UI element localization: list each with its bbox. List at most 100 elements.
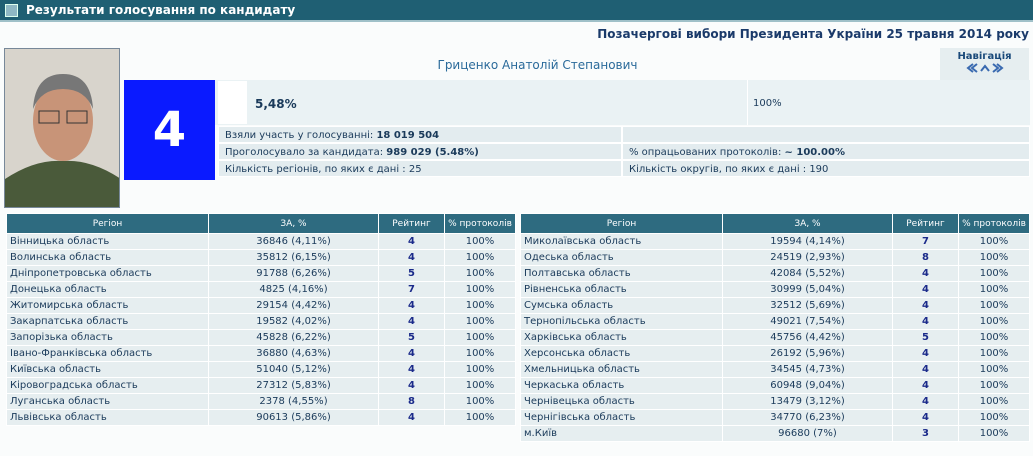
table-cell: 34770 (6,23%): [722, 409, 893, 426]
table-cell: 100%: [958, 281, 1030, 298]
table-cell: 13479 (3,12%): [722, 393, 893, 410]
table-cell: 4: [378, 249, 445, 266]
header-bar: Результати голосування по кандидату: [0, 0, 1033, 22]
value: 989 029 (5.48%): [386, 147, 479, 158]
column-header: % протоколів: [958, 213, 1030, 234]
table-cell: 4825 (4,16%): [208, 281, 379, 298]
table-cell: 4: [378, 297, 445, 314]
table-cell: 4: [378, 233, 445, 250]
table-cell: Київська область: [6, 361, 209, 378]
table-cell: Кіровоградська область: [6, 377, 209, 394]
table-cell: Дніпропетровська область: [6, 265, 209, 282]
table-cell: Волинська область: [6, 249, 209, 266]
label: Проголосувало за кандидата:: [225, 147, 384, 158]
election-title: Позачергові вибори Президента України 25…: [597, 27, 1029, 41]
table-row: Харківська область 45756 (4,42%) 5 100%: [520, 329, 1030, 346]
table-row: Львівська область 90613 (5,86%) 4 100%: [6, 409, 516, 426]
table-row: Чернігівська область 34770 (6,23%) 4 100%: [520, 409, 1030, 426]
table-cell: 100%: [958, 329, 1030, 346]
table-cell: 4: [378, 377, 445, 394]
navigation-arrows[interactable]: [965, 62, 1005, 74]
table-cell: 2378 (4,55%): [208, 393, 379, 410]
table-row: Івано-Франківська область 36880 (4,63%) 4 1…: [6, 345, 516, 362]
table-cell: 32512 (5,69%): [722, 297, 893, 314]
column-header: % протоколів: [444, 213, 516, 234]
table-cell: 100%: [444, 313, 516, 330]
table-cell: Луганська область: [6, 393, 209, 410]
table-cell: 51040 (5,12%): [208, 361, 379, 378]
value: ~ 100.00%: [784, 147, 845, 158]
header-title: Результати голосування по кандидату: [26, 3, 296, 17]
empty-cell: [622, 126, 1030, 143]
table-cell: Сумська область: [520, 297, 723, 314]
regions: Кількість регіонів, по яких є дані : 25: [218, 160, 622, 177]
processed-percent: 100%: [753, 98, 782, 109]
column-header: Рейтинг: [892, 213, 959, 234]
table-cell: 26192 (5,96%): [722, 345, 893, 362]
table-cell: 4: [892, 377, 959, 394]
table-cell: 4: [378, 361, 445, 378]
table-cell: 34545 (4,73%): [722, 361, 893, 378]
table-cell: 100%: [444, 297, 516, 314]
table-row: Дніпропетровська область 91788 (6,26%) 5 10…: [6, 265, 516, 282]
table-row: Вінницька область 36846 (4,11%) 4 100%: [6, 233, 516, 250]
table-cell: 3: [892, 425, 959, 442]
table-cell: 100%: [958, 233, 1030, 250]
table-cell: 24519 (2,93%): [722, 249, 893, 266]
header-icon: [5, 4, 18, 17]
table-row: Миколаївська область 19594 (4,14%) 7 100%: [520, 233, 1030, 250]
table-cell: 100%: [958, 409, 1030, 426]
table-cell: 4: [892, 345, 959, 362]
left-table: Регіон ЗА, % Рейтинг% протоколів Вінницька …: [6, 213, 516, 426]
table-row: Київська область 51040 (5,12%) 4 100%: [6, 361, 516, 378]
table-cell: Херсонська область: [520, 345, 723, 362]
table-row: Хмельницька область 34545 (4,73%) 4 100%: [520, 361, 1030, 378]
table-cell: Хмельницька область: [520, 361, 723, 378]
candidate-percent: 5,48%: [255, 97, 297, 111]
table-row: Полтавська область 42084 (5,52%) 4 100%: [520, 265, 1030, 282]
table-row: Донецька область 4825 (4,16%) 7 100%: [6, 281, 516, 298]
table-cell: 4: [378, 313, 445, 330]
table-cell: 100%: [444, 393, 516, 410]
table-cell: 5: [378, 329, 445, 346]
progress-panel: 5,48% 100%: [215, 80, 1030, 125]
label: % опрацьованих протоколів:: [629, 147, 782, 158]
table-cell: 7: [892, 233, 959, 250]
table-cell: 4: [892, 361, 959, 378]
header-row: Регіон ЗА, % Рейтинг% протоколів: [6, 213, 516, 234]
table-cell: 100%: [958, 345, 1030, 362]
candidate-number: 4: [124, 80, 215, 180]
column-header: ЗА, %: [722, 213, 893, 234]
column-header: Регіон: [6, 213, 209, 234]
table-cell: Чернігівська область: [520, 409, 723, 426]
table-cell: 4: [892, 409, 959, 426]
right-table: Регіон ЗА, % Рейтинг% протоколів Миколаївсь…: [520, 213, 1030, 442]
table-cell: 4: [892, 281, 959, 298]
label: Взяли участь у голосуванні:: [225, 130, 374, 141]
table-cell: 36846 (4,11%): [208, 233, 379, 250]
navigation-label: Навігація: [957, 51, 1012, 62]
table-row: Волинська область 35812 (6,15%) 4 100%: [6, 249, 516, 266]
table-cell: 8: [892, 249, 959, 266]
value: 18 019 504: [376, 130, 440, 141]
table-cell: Чернівецька область: [520, 393, 723, 410]
table-cell: 42084 (5,52%): [722, 265, 893, 282]
table-cell: 19582 (4,02%): [208, 313, 379, 330]
table-cell: м.Київ: [520, 425, 723, 442]
navigation: Навігація: [940, 48, 1029, 80]
photo-drawing: [5, 49, 119, 207]
table-cell: Запорізька область: [6, 329, 209, 346]
column-header: Регіон: [520, 213, 723, 234]
table-cell: Рівненська область: [520, 281, 723, 298]
table-row: Сумська область 32512 (5,69%) 4 100%: [520, 297, 1030, 314]
table-cell: 100%: [958, 377, 1030, 394]
table-cell: 29154 (4,42%): [208, 297, 379, 314]
table-cell: Вінницька область: [6, 233, 209, 250]
table-cell: 100%: [444, 281, 516, 298]
candidate-photo: [4, 48, 120, 208]
districts: Кількість округів, по яких є дані : 190: [622, 160, 1030, 177]
table-cell: 100%: [444, 409, 516, 426]
table-cell: 100%: [444, 265, 516, 282]
table-cell: 100%: [444, 377, 516, 394]
